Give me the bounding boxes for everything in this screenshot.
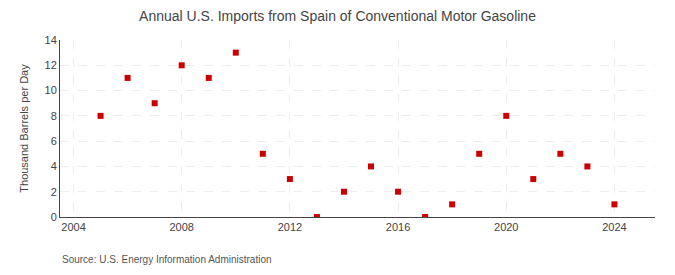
svg-text:12: 12 <box>45 59 57 71</box>
svg-text:Annual U.S. Imports from Spain: Annual U.S. Imports from Spain of Conven… <box>139 8 536 24</box>
svg-text:10: 10 <box>45 84 57 96</box>
svg-text:2012: 2012 <box>278 221 302 233</box>
svg-text:2004: 2004 <box>61 221 85 233</box>
svg-text:0: 0 <box>51 211 57 223</box>
svg-text:2020: 2020 <box>494 221 518 233</box>
svg-text:Source: U.S. Energy Informatio: Source: U.S. Energy Information Administ… <box>62 254 272 265</box>
svg-text:2: 2 <box>51 186 57 198</box>
svg-text:2016: 2016 <box>386 221 410 233</box>
svg-text:2024: 2024 <box>602 221 626 233</box>
svg-text:4: 4 <box>51 160 57 172</box>
svg-text:Thousand Barrels per Day: Thousand Barrels per Day <box>18 64 30 193</box>
svg-text:8: 8 <box>51 110 57 122</box>
svg-text:14: 14 <box>45 34 57 46</box>
svg-text:6: 6 <box>51 135 57 147</box>
svg-text:2008: 2008 <box>169 221 193 233</box>
